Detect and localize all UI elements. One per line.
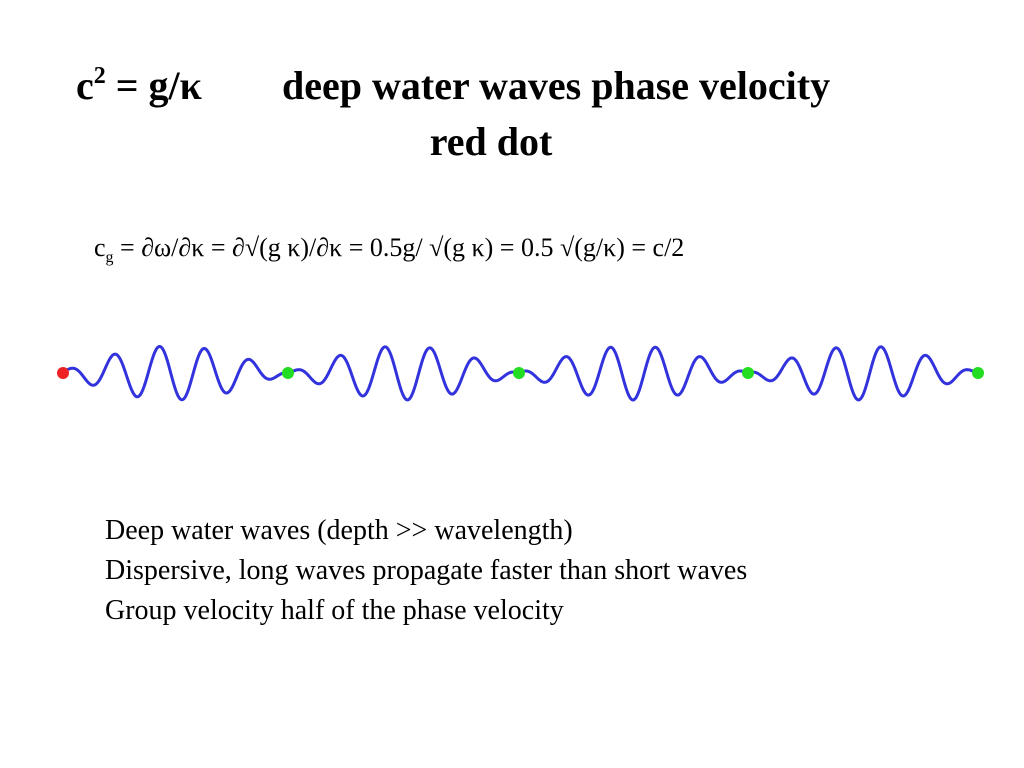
group-velocity-green-dot [282, 367, 294, 379]
equation-rest: = g/κ [105, 63, 202, 108]
equation-base: c [76, 63, 94, 108]
equation-exponent: 2 [93, 63, 106, 89]
note-line: Dispersive, long waves propagate faster … [105, 555, 748, 586]
wave-markers [57, 367, 984, 379]
notes-list: Deep water waves (depth >> wavelength) D… [105, 511, 747, 631]
slide-title: c2 = g/κ deep water waves phase velocity [76, 62, 830, 110]
phase-velocity-red-dot [57, 367, 69, 379]
group-velocity-green-dot [972, 367, 984, 379]
note-line: Group velocity half of the phase velocit… [105, 595, 564, 626]
title-description: deep water waves phase velocity [282, 63, 831, 108]
formula-lhs: c [94, 233, 106, 262]
group-velocity-green-dot [742, 367, 754, 379]
note-line: Deep water waves (depth >> wavelength) [105, 515, 573, 546]
group-velocity-formula: cg = ∂ω/∂κ = ∂√(g κ)/∂κ = 0.5g/ √(g κ) =… [94, 232, 685, 266]
title-subline: red dot [429, 119, 553, 164]
group-velocity-green-dot [513, 367, 525, 379]
formula-rhs: = ∂ω/∂κ = ∂√(g κ)/∂κ = 0.5g/ √(g κ) = 0.… [113, 233, 685, 262]
formula-subscript: g [105, 249, 114, 266]
